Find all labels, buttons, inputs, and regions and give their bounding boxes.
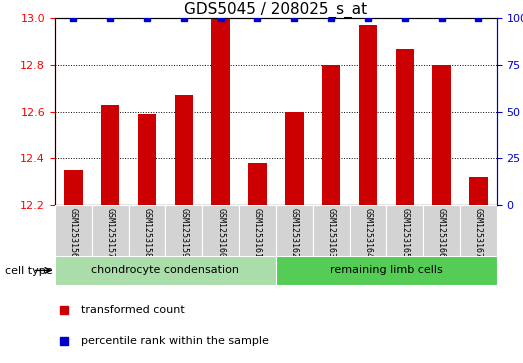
Bar <box>276 205 313 256</box>
Bar <box>469 177 487 205</box>
Bar <box>129 205 165 256</box>
Text: GSM1253164: GSM1253164 <box>363 208 372 258</box>
Title: GDS5045 / 208025_s_at: GDS5045 / 208025_s_at <box>184 2 368 18</box>
Bar <box>202 205 239 256</box>
Bar <box>55 205 92 256</box>
Bar <box>92 205 129 256</box>
Text: GSM1253166: GSM1253166 <box>437 208 446 258</box>
Bar <box>322 65 340 205</box>
Bar <box>165 205 202 256</box>
Bar <box>349 205 386 256</box>
Bar <box>460 205 497 256</box>
Bar <box>64 170 83 205</box>
Bar <box>101 105 119 205</box>
Bar <box>395 49 414 205</box>
Text: chondrocyte condensation: chondrocyte condensation <box>92 265 240 276</box>
Text: GSM1253161: GSM1253161 <box>253 208 262 258</box>
Bar <box>433 65 451 205</box>
Text: GSM1253157: GSM1253157 <box>106 208 115 258</box>
Text: GSM1253156: GSM1253156 <box>69 208 78 258</box>
Bar <box>285 111 303 205</box>
Bar <box>211 18 230 205</box>
Bar <box>313 205 349 256</box>
Bar <box>239 205 276 256</box>
Bar <box>423 205 460 256</box>
Text: GSM1253163: GSM1253163 <box>327 208 336 258</box>
Bar <box>175 95 193 205</box>
Text: GSM1253162: GSM1253162 <box>290 208 299 258</box>
Text: GSM1253165: GSM1253165 <box>400 208 410 258</box>
Text: percentile rank within the sample: percentile rank within the sample <box>82 336 269 346</box>
Bar <box>55 256 276 285</box>
Bar <box>138 114 156 205</box>
Text: GSM1253160: GSM1253160 <box>216 208 225 258</box>
Text: remaining limb cells: remaining limb cells <box>330 265 443 276</box>
Text: GSM1253158: GSM1253158 <box>142 208 152 258</box>
Bar <box>386 205 423 256</box>
Text: GSM1253167: GSM1253167 <box>474 208 483 258</box>
Text: GSM1253159: GSM1253159 <box>179 208 188 258</box>
Bar <box>359 25 377 205</box>
Bar <box>276 256 497 285</box>
Bar <box>248 163 267 205</box>
Text: transformed count: transformed count <box>82 305 185 315</box>
Text: cell type: cell type <box>5 266 53 276</box>
